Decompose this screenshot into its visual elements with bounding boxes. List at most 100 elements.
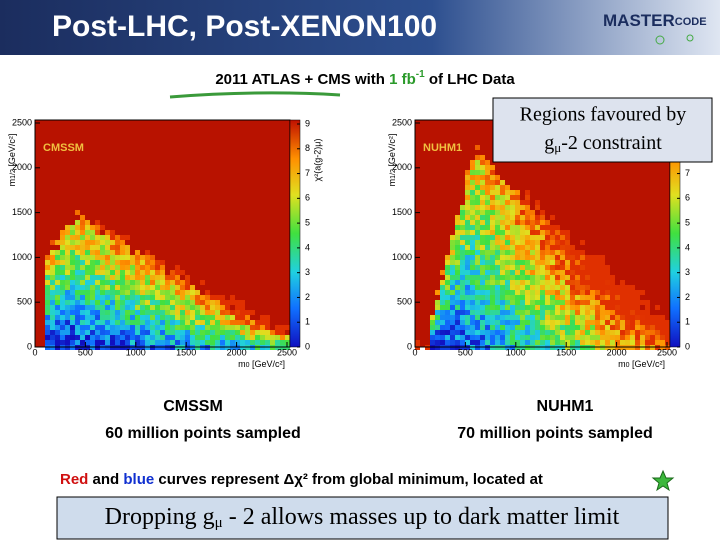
heatmap-cell (75, 335, 80, 340)
heatmap-cell (470, 230, 475, 235)
heatmap-cell (655, 335, 660, 340)
heatmap-cell (625, 320, 630, 325)
heatmap-cell (495, 195, 500, 200)
heatmap-cell (500, 185, 505, 190)
heatmap-cell (455, 260, 460, 265)
x-axis-label-part: 0 (246, 362, 250, 369)
heatmap-cell (535, 235, 540, 240)
heatmap-cell (545, 265, 550, 270)
heatmap-cell (105, 255, 110, 260)
heatmap-cell (610, 310, 615, 315)
heatmap-cell (570, 255, 575, 260)
heatmap-cell (655, 325, 660, 330)
heatmap-cell (75, 225, 80, 230)
heatmap-cell (95, 220, 100, 225)
heatmap-cell (510, 195, 515, 200)
heatmap-cell (555, 320, 560, 325)
colorbar-tick-label: 6 (305, 193, 310, 203)
heatmap-cell (55, 325, 60, 330)
x-axis-label-part: 0 (626, 362, 630, 369)
heatmap-cell (525, 325, 530, 330)
heatmap-cell (45, 310, 50, 315)
heatmap-cell (70, 270, 75, 275)
heatmap-cell (520, 295, 525, 300)
heatmap-cell (560, 305, 565, 310)
heatmap-cell (640, 340, 645, 345)
heatmap-cell (85, 280, 90, 285)
heatmap-cell (615, 320, 620, 325)
heatmap-cell (515, 315, 520, 320)
heatmap-cell (525, 245, 530, 250)
heatmap-cell (260, 315, 265, 320)
heatmap-cell (645, 340, 650, 345)
heatmap-cell (200, 310, 205, 315)
heatmap-cell (45, 255, 50, 260)
heatmap-cell (530, 335, 535, 340)
heatmap-cell (75, 315, 80, 320)
heatmap-cell (445, 275, 450, 280)
heatmap-cell (595, 325, 600, 330)
heatmap-cell (110, 255, 115, 260)
heatmap-cell (545, 260, 550, 265)
heatmap-cell (485, 240, 490, 245)
y-tick-label: 1500 (392, 207, 412, 217)
heatmap-cell (90, 335, 95, 340)
heatmap-cell (180, 320, 185, 325)
heatmap-cell (640, 315, 645, 320)
colorbar-tick-label: 4 (685, 242, 690, 252)
heatmap-cell (475, 330, 480, 335)
plot-label: CMSSM (43, 142, 84, 154)
heatmap-cell (640, 320, 645, 325)
x-axis-label: m0 [GeV/c²] (618, 359, 665, 369)
heatmap-cell (215, 325, 220, 330)
heatmap-cell (500, 200, 505, 205)
heatmap-cell (640, 335, 645, 340)
heatmap-cell (80, 300, 85, 305)
heatmap-cell (160, 275, 165, 280)
heatmap-cell (185, 295, 190, 300)
heatmap-cell (570, 320, 575, 325)
heatmap-cell (635, 300, 640, 305)
heatmap-cell (510, 215, 515, 220)
heatmap-cell (635, 330, 640, 335)
heatmap-cell (505, 220, 510, 225)
heatmap-cell (210, 300, 215, 305)
heatmap-cell (115, 270, 120, 275)
heatmap-cell (535, 305, 540, 310)
heatmap-cell (115, 310, 120, 315)
heatmap-cell (105, 320, 110, 325)
heatmap-cell (575, 310, 580, 315)
heatmap-cell (470, 190, 475, 195)
heatmap-cell (230, 325, 235, 330)
heatmap-cell (620, 290, 625, 295)
heatmap-cell (535, 240, 540, 245)
heatmap-cell (190, 310, 195, 315)
x-tick-label: 1000 (126, 347, 146, 357)
heatmap-cell (485, 310, 490, 315)
heatmap-cell (460, 300, 465, 305)
heatmap-cell (480, 185, 485, 190)
heatmap-cell (530, 315, 535, 320)
heatmap-cell (100, 225, 105, 230)
heatmap-cell (495, 285, 500, 290)
heatmap-cell (170, 335, 175, 340)
heatmap-cell (190, 305, 195, 310)
heatmap-cell (610, 320, 615, 325)
heatmap-cell (615, 305, 620, 310)
heatmap-cell (575, 295, 580, 300)
heatmap-cell (635, 315, 640, 320)
heatmap-cell (640, 300, 645, 305)
y-axis-label-part: [GeV/c²] (7, 134, 17, 170)
heatmap-cell (105, 330, 110, 335)
heatmap-cell (440, 300, 445, 305)
heatmap-cell (580, 280, 585, 285)
heatmap-cell (475, 320, 480, 325)
heatmap-cell (470, 220, 475, 225)
heatmap-cell (105, 285, 110, 290)
heatmap-cell (115, 250, 120, 255)
heatmap-cell (530, 280, 535, 285)
heatmap-cell (220, 325, 225, 330)
heatmap-cell (525, 190, 530, 195)
heatmap-cell (125, 245, 130, 250)
heatmap-cell (475, 260, 480, 265)
